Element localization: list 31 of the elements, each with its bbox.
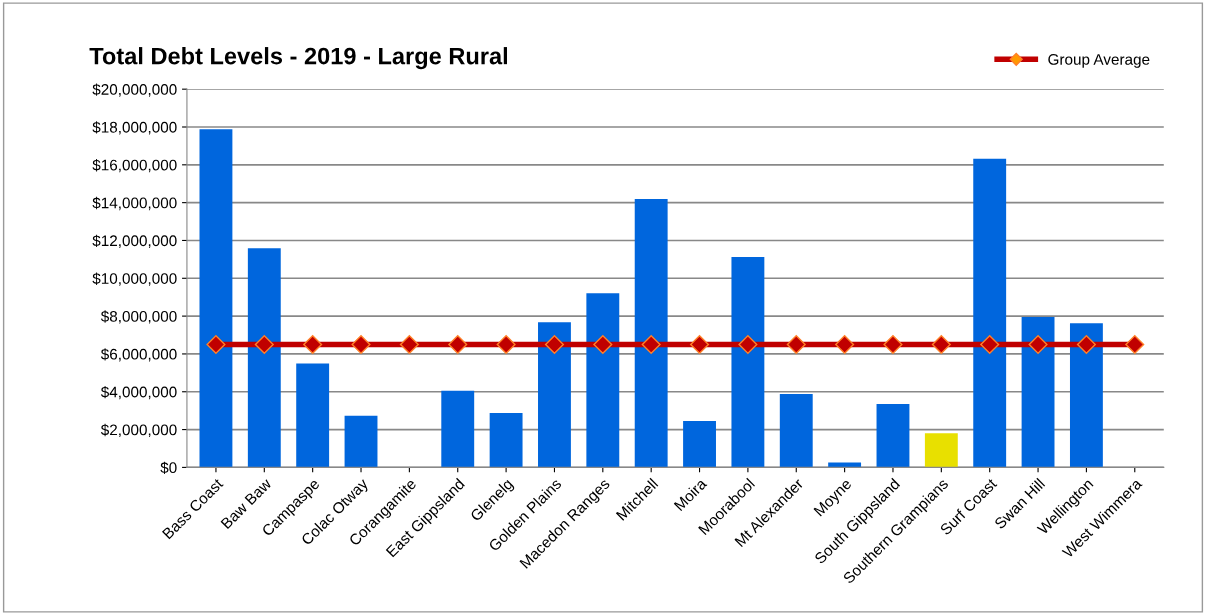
bar [247, 248, 281, 468]
bar [489, 412, 523, 468]
bar [634, 199, 668, 468]
y-tick-label: $0 [160, 461, 177, 474]
bar [731, 257, 765, 468]
y-tick-label: $6,000,000 [100, 348, 177, 362]
bar [876, 404, 910, 468]
bar [441, 390, 475, 468]
bar [924, 433, 958, 468]
y-tick-label: $4,000,000 [100, 385, 177, 400]
bar [779, 394, 813, 468]
bar [296, 363, 330, 468]
bar [828, 462, 862, 468]
bar [586, 293, 620, 468]
bar [344, 415, 378, 468]
bar [538, 322, 571, 468]
y-tick-label: $12,000,000 [92, 234, 177, 248]
bar [1069, 323, 1103, 468]
y-tick-label: $14,000,000 [92, 196, 177, 211]
bar [683, 420, 716, 468]
y-tick-label: $18,000,000 [92, 121, 177, 135]
y-tick-label: $10,000,000 [92, 272, 177, 286]
chart-title: Total Debt Levels - 2019 - Large Rural [89, 47, 508, 70]
y-tick-label: $16,000,000 [92, 159, 177, 173]
y-tick-label: $2,000,000 [100, 423, 177, 438]
bar [199, 129, 233, 468]
bar [973, 158, 1007, 468]
bar [1021, 317, 1055, 468]
y-tick-label: $8,000,000 [100, 310, 177, 324]
legend-label: Group Average [1048, 54, 1150, 68]
y-tick-label: $20,000,000 [92, 83, 177, 97]
